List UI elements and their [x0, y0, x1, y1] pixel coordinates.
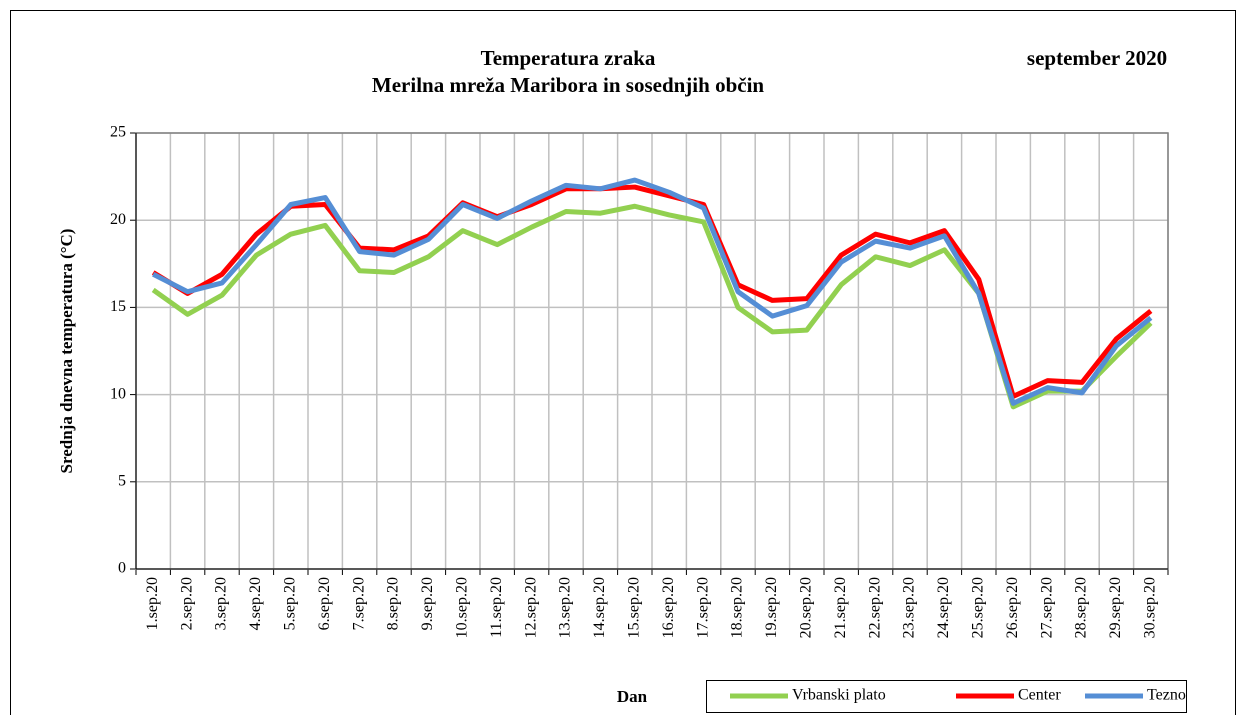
x-tick-label: 21.sep.20	[832, 577, 849, 638]
x-tick-label: 25.sep.20	[969, 577, 986, 638]
x-tick-label: 16.sep.20	[660, 577, 677, 638]
chart-border	[10, 10, 1236, 715]
x-tick-label: 10.sep.20	[453, 577, 470, 638]
x-tick-label: 1.sep.20	[144, 577, 161, 630]
y-tick-label: 5	[118, 472, 126, 489]
x-tick-label: 17.sep.20	[694, 577, 711, 638]
x-tick-label: 7.sep.20	[350, 577, 367, 630]
x-tick-label: 26.sep.20	[1004, 577, 1021, 638]
legend-label: Vrbanski plato	[792, 687, 886, 704]
x-tick-label: 23.sep.20	[901, 577, 918, 638]
x-tick-label: 22.sep.20	[866, 577, 883, 638]
x-tick-label: 19.sep.20	[763, 577, 780, 638]
x-tick-label: 8.sep.20	[385, 577, 402, 630]
x-tick-label: 27.sep.20	[1038, 577, 1055, 638]
y-tick-label: 20	[110, 211, 126, 228]
x-axis-title: Dan	[617, 687, 648, 706]
x-tick-label: 3.sep.20	[213, 577, 230, 630]
x-tick-label: 18.sep.20	[729, 577, 746, 638]
x-tick-label: 12.sep.20	[522, 577, 539, 638]
x-tick-label: 30.sep.20	[1141, 577, 1158, 638]
x-tick-label: 11.sep.20	[488, 577, 505, 638]
series-line	[151, 184, 1153, 399]
x-tick-label: 5.sep.20	[281, 577, 298, 630]
x-tick-label: 9.sep.20	[419, 577, 436, 630]
x-tick-label: 24.sep.20	[935, 577, 952, 638]
x-tick-label: 14.sep.20	[591, 577, 608, 638]
y-tick-label: 10	[110, 385, 126, 402]
x-tick-label: 20.sep.20	[797, 577, 814, 638]
chart-title: Temperatura zraka	[481, 46, 656, 70]
y-tick-label: 25	[110, 124, 126, 141]
series-line	[152, 177, 1153, 406]
x-tick-label: 2.sep.20	[178, 577, 195, 630]
y-axis-title: Srednja dnevna temperatura (°C)	[57, 229, 76, 474]
x-tick-label: 15.sep.20	[625, 577, 642, 638]
legend-label: Tezno	[1147, 687, 1186, 704]
legend-label: Center	[1018, 687, 1061, 704]
x-tick-label: 29.sep.20	[1107, 577, 1124, 638]
y-tick-label: 0	[118, 560, 126, 577]
x-tick-label: 4.sep.20	[247, 577, 264, 630]
x-tick-label: 6.sep.20	[316, 577, 333, 630]
chart-subtitle: Merilna mreža Maribora in sosednjih obči…	[372, 73, 764, 97]
x-tick-label: 28.sep.20	[1073, 577, 1090, 638]
x-tick-label: 13.sep.20	[557, 577, 574, 638]
period-label: september 2020	[1027, 46, 1167, 70]
y-tick-label: 15	[110, 298, 126, 315]
